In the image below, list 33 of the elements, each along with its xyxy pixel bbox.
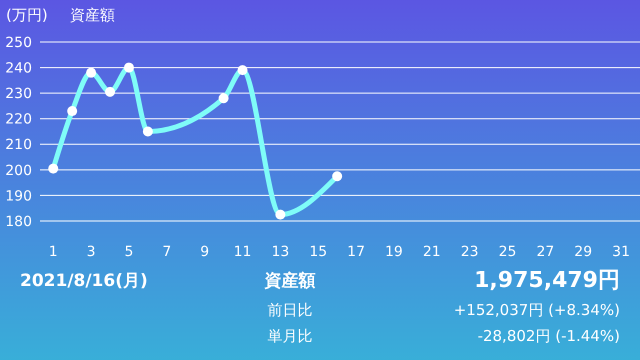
text: -28,802円 (-1.44%): [478, 327, 620, 345]
y-tick-label: 200: [5, 162, 32, 179]
text: 単月比: [268, 327, 312, 345]
x-tick-label: 25: [498, 244, 516, 260]
x-tick-label: 23: [460, 244, 479, 260]
text: 2021/8/16(月): [20, 271, 148, 291]
y-tick-label: 250: [5, 34, 32, 51]
x-tick-label: 1: [48, 244, 58, 260]
y-tick-label: 230: [5, 86, 32, 102]
y-tick-label: 190: [5, 188, 32, 204]
y-tick-label: 210: [5, 137, 32, 154]
text: 1,975,479円: [474, 268, 620, 293]
x-tick-label: 9: [200, 244, 210, 260]
text: +152,037円 (+8.34%): [454, 301, 620, 319]
x-tick-label: 13: [271, 244, 290, 260]
x-tick-label: 17: [347, 244, 365, 260]
y-tick-label: 180: [5, 214, 32, 230]
x-tick-label: 7: [162, 244, 172, 260]
text: 資産額: [264, 271, 316, 291]
x-tick-label: 27: [536, 244, 554, 260]
x-tick-label: 29: [574, 244, 592, 260]
y-tick-label: 240: [5, 60, 32, 76]
x-tick-label: 5: [124, 244, 134, 260]
y-tick-label: 220: [5, 112, 32, 128]
x-tick-label: 31: [612, 244, 630, 260]
x-tick-label: 21: [422, 244, 441, 260]
x-tick-label: 11: [234, 244, 252, 260]
y-axis-title: (万円): [6, 6, 48, 24]
chart-title: 資産額: [70, 6, 115, 24]
text: 前日比: [268, 301, 312, 319]
x-tick-label: 19: [385, 244, 403, 260]
x-tick-label: 3: [86, 244, 96, 260]
x-tick-label: 15: [309, 244, 328, 260]
